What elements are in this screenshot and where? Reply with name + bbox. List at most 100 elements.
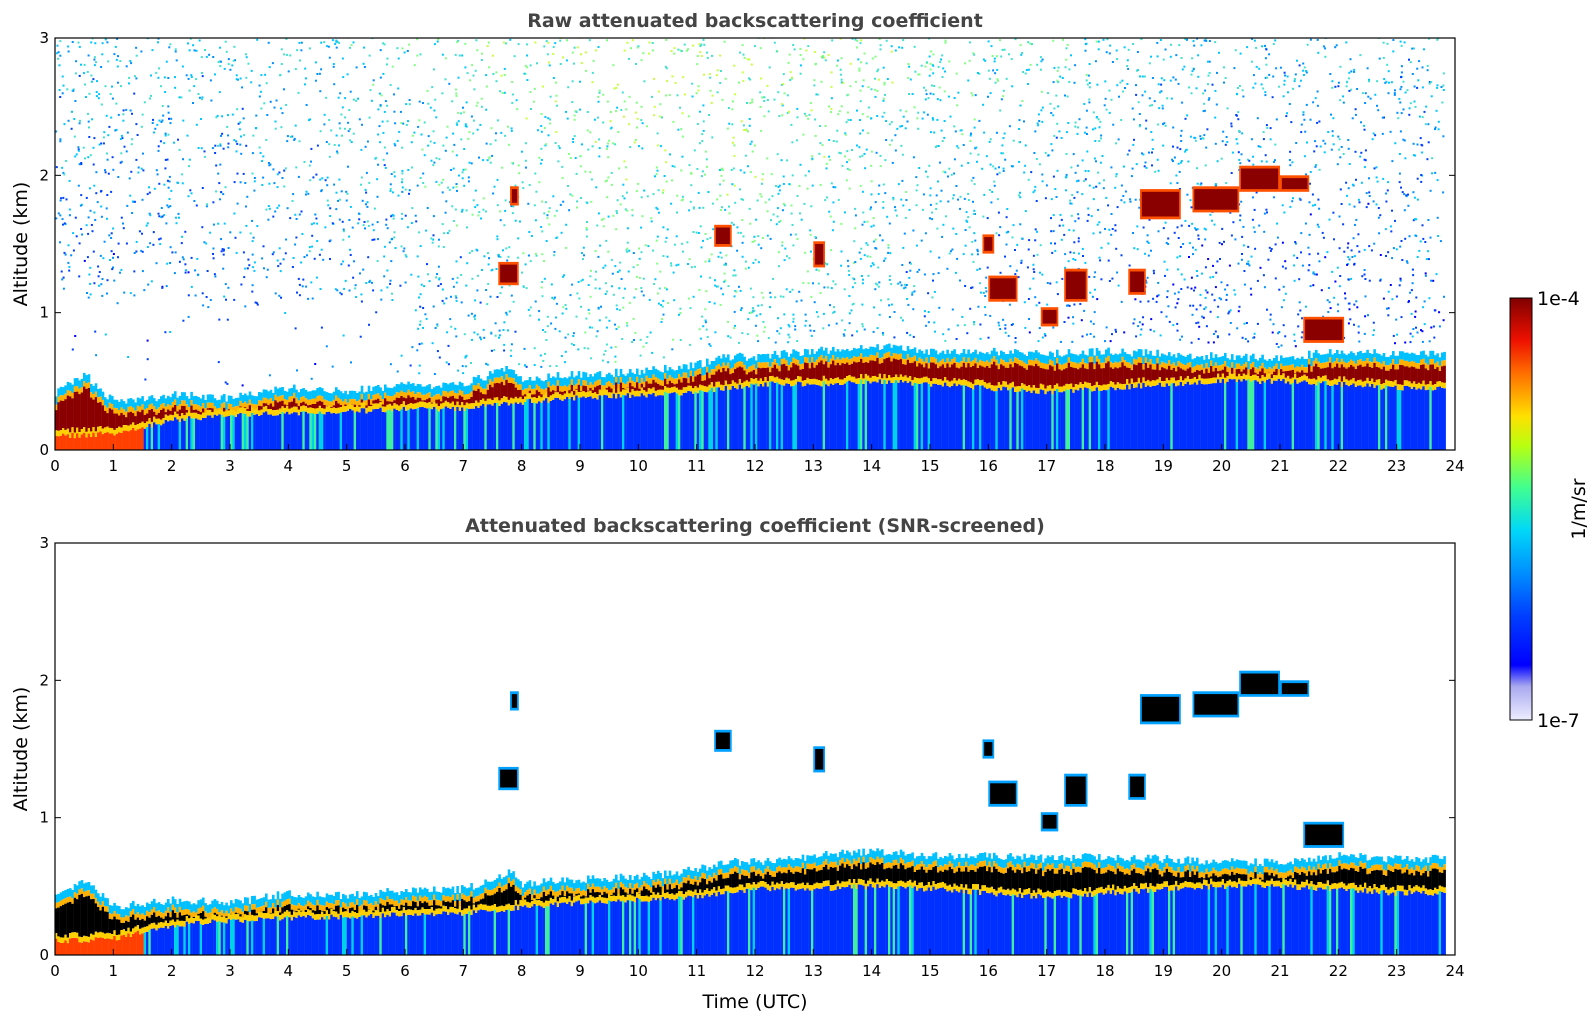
noise-dot (881, 332, 884, 334)
noise-dot (89, 209, 92, 212)
noise-dot (967, 79, 970, 82)
noise-dot (1244, 338, 1247, 340)
noise-dot (848, 274, 851, 276)
noise-dot (1044, 334, 1047, 337)
noise-dot (1314, 203, 1316, 206)
noise-dot (654, 278, 657, 281)
noise-dot (749, 287, 752, 290)
noise-dot (281, 112, 284, 115)
layer-fringe (71, 392, 74, 399)
surface-column (59, 435, 63, 450)
noise-dot (1302, 113, 1305, 116)
noise-dot (175, 216, 177, 219)
noise-dot (1216, 336, 1219, 339)
noise-dot (1139, 124, 1142, 127)
noise-dot (742, 198, 744, 201)
noise-dot (344, 97, 347, 100)
noise-dot (861, 85, 864, 88)
noise-dot (673, 47, 676, 50)
noise-dot (305, 285, 308, 288)
noise-dot (1350, 249, 1353, 252)
noise-dot (1174, 27, 1176, 29)
noise-dot (401, 190, 404, 193)
noise-dot (922, 193, 925, 196)
noise-dot (1228, 333, 1231, 336)
noise-dot (551, 296, 554, 299)
noise-dot (80, 228, 83, 230)
noise-dot (1415, 326, 1417, 329)
noise-dot (729, 336, 732, 339)
noise-dot (338, 198, 341, 201)
noise-dot (1027, 298, 1030, 300)
noise-dot (597, 306, 600, 309)
noise-dot (1098, 256, 1101, 259)
noise-dot (721, 168, 724, 171)
noise-dot (530, 235, 533, 237)
noise-dot (1136, 248, 1139, 251)
noise-dot (1095, 185, 1098, 188)
noise-dot (764, 326, 767, 329)
noise-dot (524, 142, 527, 145)
noise-dot (664, 149, 667, 152)
noise-dot (748, 124, 751, 127)
noise-dot (873, 240, 875, 243)
noise-dot (1316, 90, 1319, 93)
noise-dot (860, 61, 862, 64)
noise-dot (968, 59, 971, 62)
noise-dot (357, 212, 360, 215)
noise-dot (626, 247, 629, 250)
noise-dot (333, 183, 336, 186)
noise-dot (1266, 76, 1268, 79)
noise-dot (1358, 250, 1361, 253)
noise-dot (943, 120, 946, 122)
noise-dot (1041, 180, 1044, 183)
noise-dot (360, 293, 363, 296)
noise-dot (748, 118, 751, 120)
noise-dot (1366, 67, 1369, 70)
noise-dot (452, 132, 455, 135)
noise-dot (310, 281, 313, 284)
noise-dot (861, 325, 864, 328)
noise-dot (622, 306, 625, 309)
noise-dot (640, 251, 643, 254)
noise-dot (1102, 38, 1105, 41)
noise-dot (1334, 85, 1337, 88)
noise-dot (743, 171, 746, 174)
noise-dot (1086, 150, 1089, 153)
noise-dot (339, 92, 342, 95)
noise-dot (1095, 40, 1098, 43)
noise-dot (1219, 258, 1221, 260)
noise-dot (231, 113, 234, 116)
noise-dot (700, 275, 702, 278)
noise-dot (1278, 85, 1281, 88)
noise-dot (1298, 197, 1301, 200)
noise-dot (367, 224, 370, 227)
noise-dot (366, 140, 369, 143)
noise-dot (502, 249, 504, 252)
noise-dot (342, 238, 345, 241)
noise-dot (1344, 297, 1347, 300)
noise-dot (95, 91, 98, 93)
noise-dot (1051, 149, 1054, 152)
noise-dot (96, 201, 99, 204)
noise-dot (1207, 258, 1210, 260)
noise-dot (1184, 38, 1187, 41)
noise-dot (1174, 306, 1177, 309)
layer-fringe (155, 409, 158, 415)
noise-dot (904, 216, 907, 219)
noise-dot (886, 215, 889, 218)
noise-dot (242, 251, 245, 254)
noise-dot (510, 354, 513, 357)
noise-dot (410, 222, 413, 224)
noise-dot (1179, 134, 1182, 137)
noise-dot (955, 72, 958, 75)
noise-dot (746, 102, 748, 104)
noise-dot (604, 350, 607, 352)
noise-dot (1112, 123, 1115, 126)
noise-dot (799, 72, 802, 75)
noise-dot (616, 212, 618, 215)
noise-dot (813, 84, 816, 87)
noise-dot (704, 308, 707, 311)
noise-dot (90, 74, 93, 77)
noise-dot (1111, 228, 1114, 230)
